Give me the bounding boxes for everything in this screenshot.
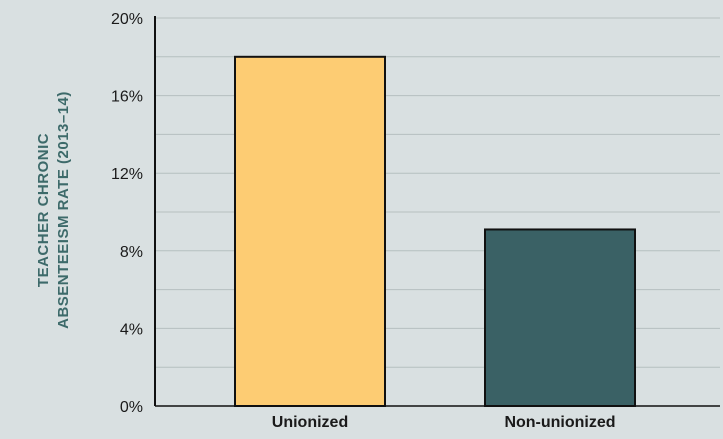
y-axis-title-line-2: ABSENTEEISM RATE (2013–14): [55, 91, 72, 329]
x-category-label: Unionized: [272, 414, 348, 431]
y-tick-label: 0%: [120, 399, 143, 416]
y-tick-label: 20%: [111, 11, 143, 28]
y-axis-title: TEACHER CHRONIC ABSENTEEISM RATE (2013–1…: [35, 91, 72, 329]
axes: [154, 16, 720, 407]
y-axis-title-line-1: TEACHER CHRONIC: [35, 133, 52, 287]
y-tick-label: 16%: [111, 89, 143, 106]
bar-non-unionized: [484, 228, 636, 407]
x-category-label: Non-unionized: [504, 414, 615, 431]
bar-unionized: [234, 55, 386, 408]
y-tick-label: 12%: [111, 166, 143, 183]
bars: [234, 55, 636, 408]
x-category-labels: Unionized Non-unionized: [272, 414, 616, 431]
y-tick-labels: 0% 4% 8% 12% 16% 20%: [111, 11, 143, 416]
y-tick-label: 8%: [120, 244, 143, 261]
y-tick-label: 4%: [120, 321, 143, 338]
